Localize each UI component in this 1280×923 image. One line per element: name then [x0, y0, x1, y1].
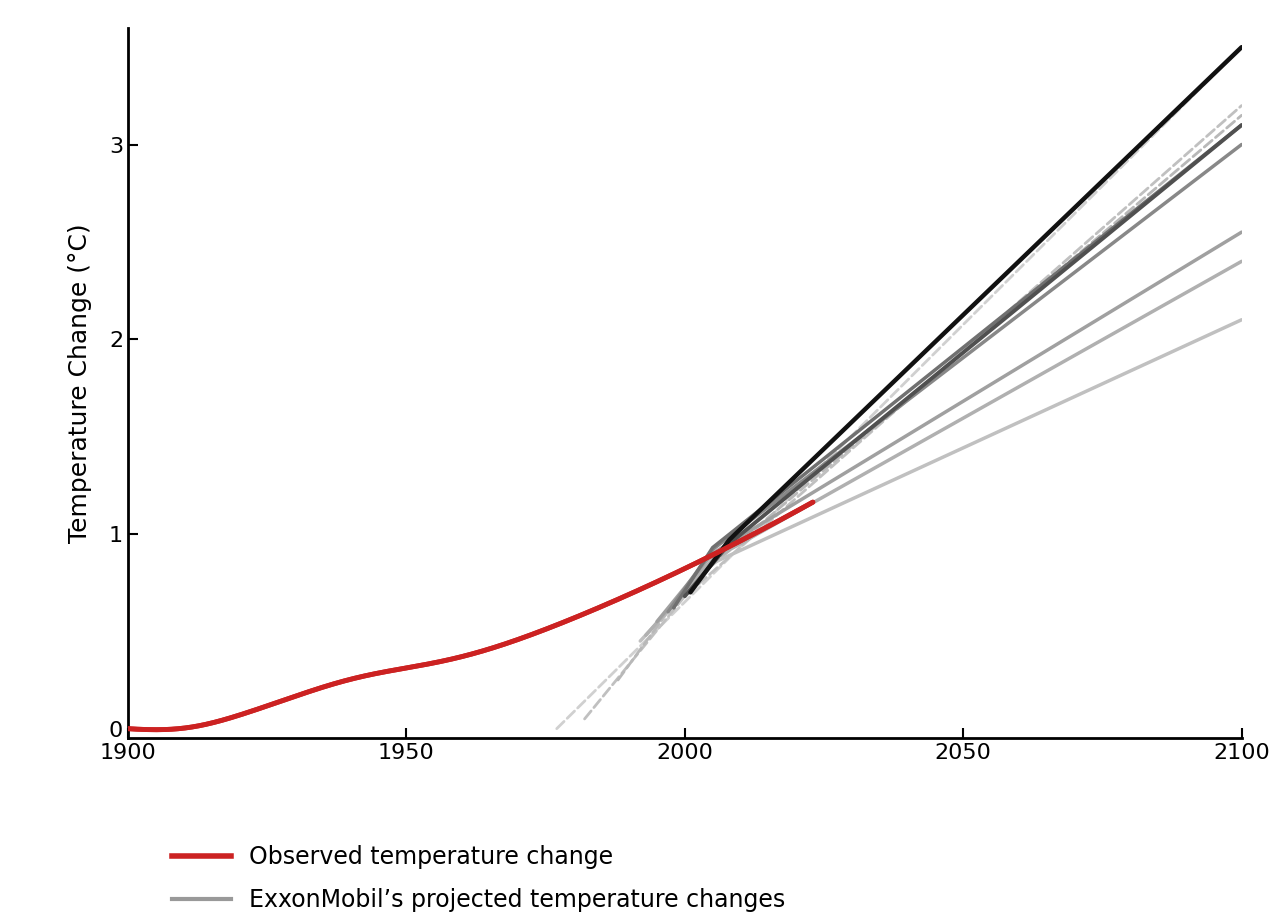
Y-axis label: Temperature Change (°C): Temperature Change (°C) [68, 223, 92, 543]
Legend: Observed temperature change, ExxonMobil’s projected temperature changes: Observed temperature change, ExxonMobil’… [163, 835, 795, 921]
